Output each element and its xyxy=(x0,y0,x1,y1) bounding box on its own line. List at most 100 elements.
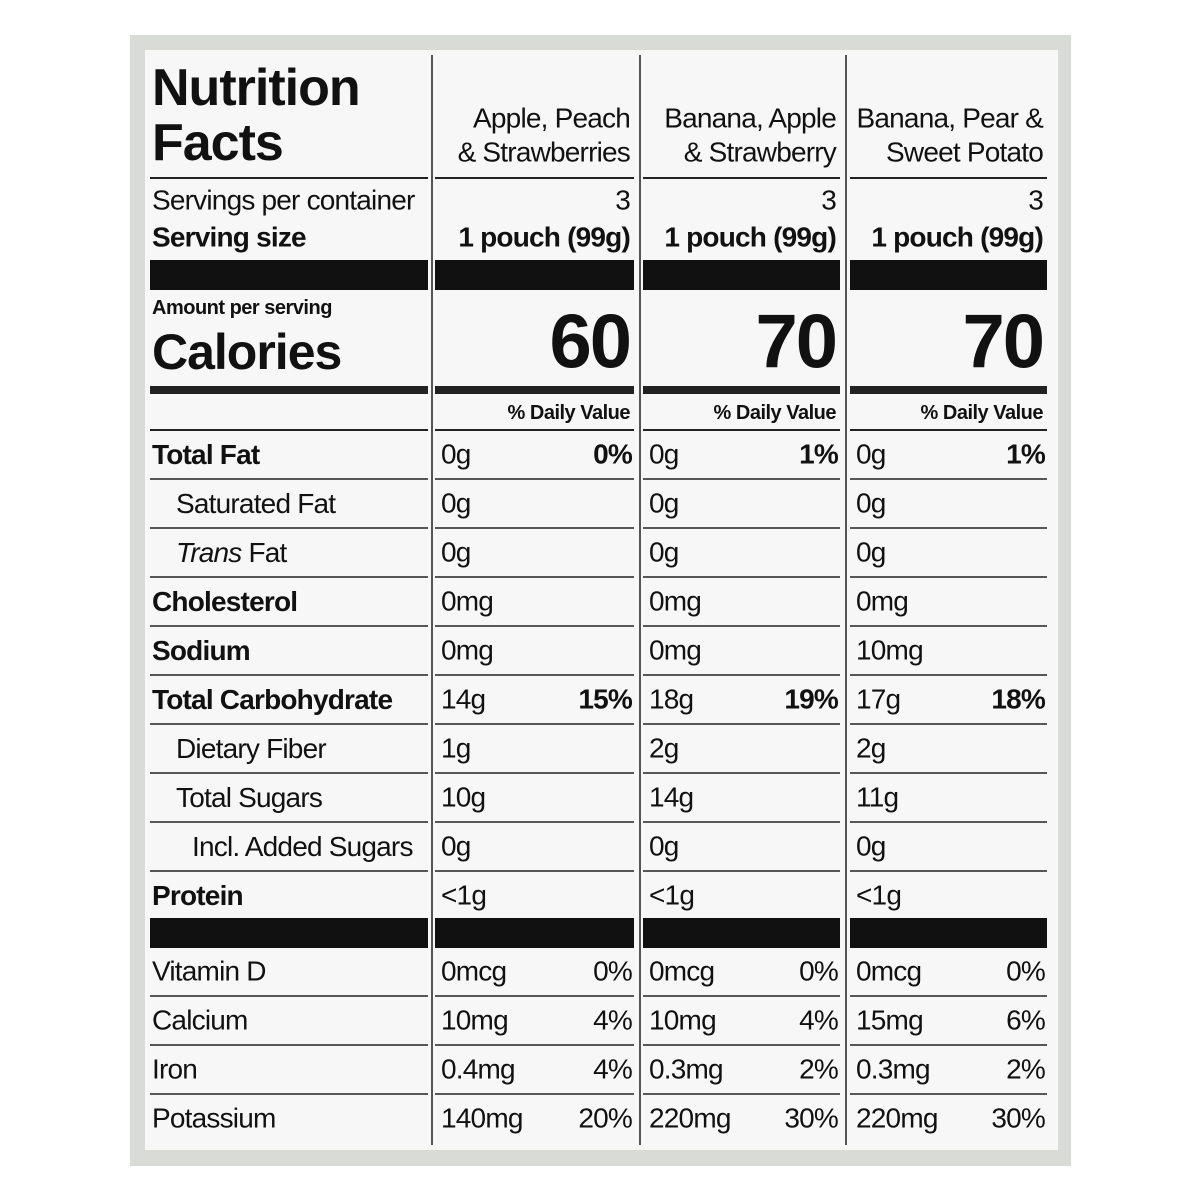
serving-size: 1 pouch (99g) xyxy=(458,222,630,253)
amount: 10mg xyxy=(649,1005,716,1036)
amount: 0mg xyxy=(441,635,493,666)
servings: 3 xyxy=(1028,185,1043,216)
amount: <1g xyxy=(856,880,901,911)
amount: 0g xyxy=(441,439,471,470)
amount: 10g xyxy=(441,782,485,813)
nutrient-name: Total Sugars xyxy=(176,782,322,813)
amount: 2g xyxy=(856,733,886,764)
nutrient-name-part: Dietary Fiber xyxy=(176,733,326,764)
daily-value: 0% xyxy=(1006,956,1045,987)
amount: 220mg xyxy=(649,1103,731,1134)
amount: 0.4mg xyxy=(441,1054,515,1085)
nutrient-name: Dietary Fiber xyxy=(176,733,326,764)
amount: 0g xyxy=(856,439,886,470)
nutrient-name-part: Total Fat xyxy=(152,439,260,470)
daily-value: 4% xyxy=(593,1054,632,1085)
servings: 3 xyxy=(821,185,836,216)
amount: 0g xyxy=(649,488,679,519)
amount: 0mg xyxy=(649,586,701,617)
nutrient-name-part: Trans xyxy=(176,537,242,568)
amount: 10mg xyxy=(441,1005,508,1036)
daily-value: 1% xyxy=(799,439,839,470)
nutrient-name-part: Fat xyxy=(242,537,288,568)
daily-value-header: % Daily Value xyxy=(508,402,631,424)
thick-bar xyxy=(643,260,840,290)
product-name: & Strawberry xyxy=(684,137,837,168)
daily-value: 19% xyxy=(784,684,839,715)
amount: 1g xyxy=(441,733,471,764)
vitamin-name: Iron xyxy=(152,1054,197,1085)
thick-bar xyxy=(435,918,634,948)
amount: 10mg xyxy=(856,635,923,666)
title: Nutrition xyxy=(152,59,360,117)
nutrient-name: Incl. Added Sugars xyxy=(192,831,413,862)
daily-value: 18% xyxy=(991,684,1046,715)
thick-bar xyxy=(850,918,1047,948)
nutrient-name: Trans Fat xyxy=(176,537,288,568)
calories: 70 xyxy=(755,300,836,385)
servings: 3 xyxy=(615,185,630,216)
daily-value-header: % Daily Value xyxy=(714,402,837,424)
amount: 220mg xyxy=(856,1103,938,1134)
nutrient-name-part: Total Carbohydrate xyxy=(152,684,392,715)
daily-value: 1% xyxy=(1006,439,1046,470)
daily-value: 0% xyxy=(593,956,632,987)
serving-size: 1 pouch (99g) xyxy=(871,222,1043,253)
amount: 0g xyxy=(856,831,886,862)
amount: 14g xyxy=(441,684,485,715)
nutrient-name-part: Total Sugars xyxy=(176,782,322,813)
nutrient-name: Sodium xyxy=(152,635,250,666)
thick-bar xyxy=(435,260,634,290)
nutrient-name-part: Sodium xyxy=(152,635,250,666)
nutrient-name: Cholesterol xyxy=(152,586,297,617)
amount: 0g xyxy=(856,488,886,519)
nutrient-name-part: Saturated Fat xyxy=(176,488,336,519)
vitamin-name: Potassium xyxy=(152,1103,276,1134)
daily-value: 6% xyxy=(1006,1005,1045,1036)
amount: <1g xyxy=(441,880,486,911)
product-name: Banana, Apple xyxy=(664,103,836,134)
product-name: Apple, Peach xyxy=(473,103,630,134)
amount: 0g xyxy=(856,537,886,568)
amount: 0g xyxy=(649,439,679,470)
amount: 0mg xyxy=(856,586,908,617)
calories: 70 xyxy=(962,300,1043,385)
vitamin-name: Vitamin D xyxy=(152,956,266,987)
amount: 0mcg xyxy=(441,956,506,987)
amount: 15mg xyxy=(856,1005,923,1036)
serving-size: 1 pouch (99g) xyxy=(664,222,836,253)
nutrient-name: Total Fat xyxy=(152,439,260,470)
amount: 140mg xyxy=(441,1103,523,1134)
thick-bar xyxy=(150,918,428,948)
label-paper xyxy=(145,50,1058,1150)
daily-value: 4% xyxy=(799,1005,838,1036)
thick-bar xyxy=(850,260,1047,290)
daily-value: 30% xyxy=(784,1103,838,1134)
calories-label: Calories xyxy=(152,324,341,380)
amount: <1g xyxy=(649,880,694,911)
product-name: Sweet Potato xyxy=(886,137,1043,168)
thick-bar xyxy=(150,260,428,290)
vitamin-name: Calcium xyxy=(152,1005,248,1036)
amount: 0g xyxy=(441,831,471,862)
daily-value: 30% xyxy=(991,1103,1045,1134)
calories: 60 xyxy=(549,300,630,385)
product-name: & Strawberries xyxy=(458,137,630,168)
nutrient-name: Total Carbohydrate xyxy=(152,684,392,715)
amount: 18g xyxy=(649,684,693,715)
amount: 11g xyxy=(856,782,898,813)
amount: 2g xyxy=(649,733,679,764)
thick-bar xyxy=(643,918,840,948)
servings-label: Servings per container xyxy=(152,185,415,216)
amount-label: Amount per serving xyxy=(152,297,332,319)
daily-value: 0% xyxy=(593,439,633,470)
amount: 0mcg xyxy=(649,956,714,987)
amount: 14g xyxy=(649,782,693,813)
serving-size-label: Serving size xyxy=(152,222,306,253)
daily-value: 15% xyxy=(578,684,633,715)
nutrient-name-part: Incl. Added Sugars xyxy=(192,831,413,862)
amount: 0g xyxy=(441,488,471,519)
title: Facts xyxy=(152,114,283,172)
amount: 0.3mg xyxy=(856,1054,930,1085)
